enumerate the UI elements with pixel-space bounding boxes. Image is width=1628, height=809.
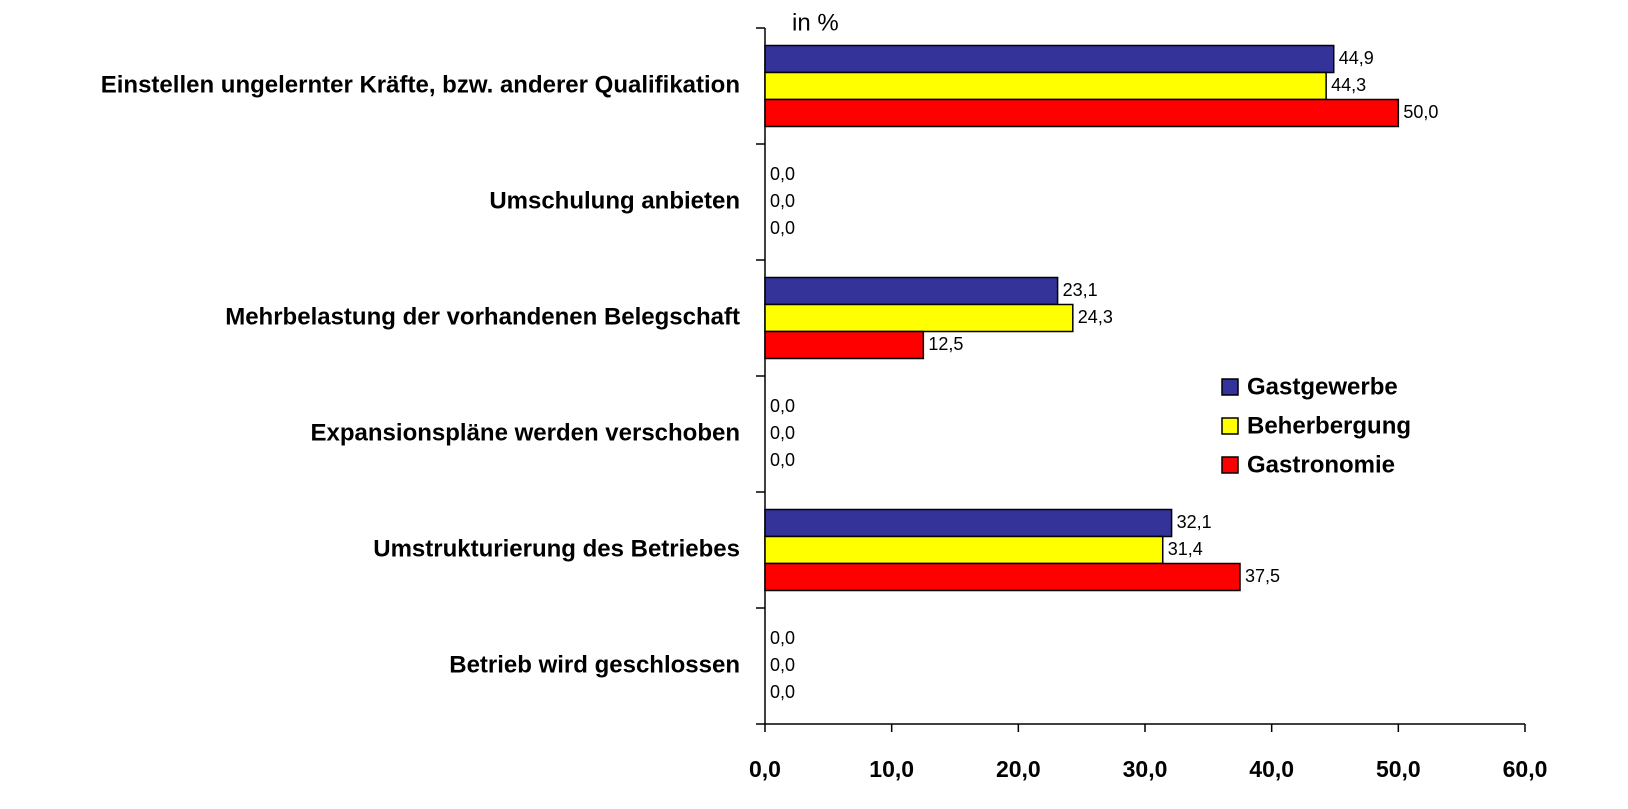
legend-swatch — [1221, 456, 1239, 474]
x-tick-label: 0,0 — [749, 756, 781, 782]
value-label: 0,0 — [770, 396, 795, 416]
value-label: 44,9 — [1339, 48, 1374, 68]
bar — [764, 562, 1241, 592]
value-label: 32,1 — [1177, 512, 1212, 532]
legend-label: Gastronomie — [1247, 451, 1395, 478]
value-label: 24,3 — [1078, 307, 1113, 327]
bar — [764, 303, 1074, 333]
value-label: 37,5 — [1245, 566, 1280, 586]
value-label: 23,1 — [1063, 280, 1098, 300]
value-label: 0,0 — [770, 682, 795, 702]
bar — [764, 508, 1173, 538]
value-label: 0,0 — [770, 218, 795, 238]
category-label: Umschulung anbieten — [489, 187, 740, 214]
x-tick-label: 20,0 — [996, 756, 1041, 782]
bar — [764, 71, 1327, 101]
bar — [764, 535, 1164, 565]
value-label: 44,3 — [1331, 75, 1366, 95]
bar — [764, 44, 1335, 74]
x-tick-label: 50,0 — [1376, 756, 1421, 782]
value-label: 0,0 — [770, 423, 795, 443]
value-label: 12,5 — [928, 334, 963, 354]
category-label: Mehrbelastung der vorhandenen Belegschaf… — [225, 303, 740, 330]
value-label: 0,0 — [770, 655, 795, 675]
legend-label: Gastgewerbe — [1247, 373, 1398, 400]
category-label: Expansionspläne werden verschoben — [311, 419, 740, 446]
value-label: 0,0 — [770, 191, 795, 211]
category-label: Einstellen ungelernter Kräfte, bzw. ande… — [101, 71, 740, 98]
legend-swatch — [1221, 378, 1239, 396]
value-label: 31,4 — [1168, 539, 1203, 559]
value-label: 0,0 — [770, 628, 795, 648]
bar — [764, 276, 1059, 306]
x-tick-label: 60,0 — [1503, 756, 1548, 782]
legend-label: Beherbergung — [1247, 412, 1411, 439]
category-label: Betrieb wird geschlossen — [449, 651, 740, 678]
value-label: 50,0 — [1403, 102, 1438, 122]
legend-swatch — [1221, 417, 1239, 435]
value-label: 0,0 — [770, 450, 795, 470]
x-tick-label: 10,0 — [869, 756, 914, 782]
bar — [764, 98, 1400, 128]
value-label: 0,0 — [770, 164, 795, 184]
x-tick-label: 40,0 — [1249, 756, 1294, 782]
bar — [764, 330, 925, 360]
x-tick-label: 30,0 — [1123, 756, 1168, 782]
axis-label: in % — [792, 9, 839, 36]
category-label: Umstrukturierung des Betriebes — [373, 535, 740, 562]
